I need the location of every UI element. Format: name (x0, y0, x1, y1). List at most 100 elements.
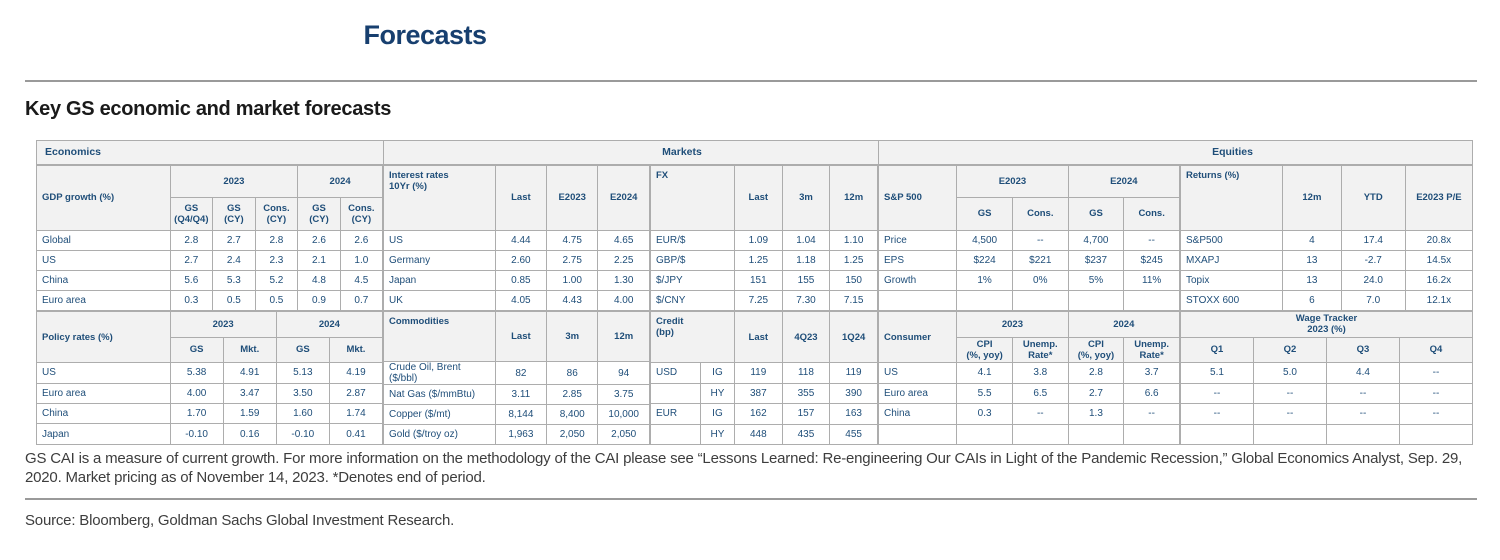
policy-row-label: Euro area (36, 382, 171, 405)
wage-tracker-table: Wage Tracker 2023 (%) Q1 Q2 Q3 Q4 5.1 5.0 4.4 --… (1180, 311, 1473, 446)
credit-cell: 355 (781, 382, 831, 405)
wage-cell (1253, 423, 1327, 446)
gdp-row-label: China (36, 270, 171, 291)
credit-header: Last (733, 310, 783, 364)
policy-header: Mkt. (222, 336, 277, 364)
commodities-cell: 94 (597, 361, 650, 385)
policy-cell: 5.13 (275, 362, 330, 384)
credit-row-label (650, 423, 701, 445)
fx-cell: 7.25 (734, 290, 783, 311)
credit-cell: IG (699, 362, 735, 384)
credit-cell: 119 (733, 362, 783, 384)
returns-row-label: Topix (1179, 270, 1284, 291)
gdp-cell: 0.7 (339, 290, 384, 311)
returns-cell: 13 (1282, 250, 1342, 271)
policy-cell: 3.50 (275, 382, 330, 405)
returns-cell: 7.0 (1340, 290, 1406, 311)
policy-cell: 1.70 (169, 403, 224, 425)
fx-header: 3m (781, 165, 831, 231)
rates10-cell: 4.75 (546, 230, 599, 251)
commodities-cell: 2,050 (546, 424, 599, 445)
returns-header: E2023 P/E (1404, 165, 1474, 231)
commodities-cell: 3.11 (494, 384, 548, 405)
fx-row-label: $/JPY (650, 270, 735, 291)
policy-header: GS (275, 336, 330, 364)
returns-cell: 4 (1282, 230, 1342, 251)
spx-cell: $237 (1067, 250, 1125, 271)
consumer-header: CPI (%, yoy) (1067, 336, 1125, 364)
footnote: GS CAI is a measure of current growth. F… (25, 450, 1463, 487)
wage-cell: -- (1253, 382, 1327, 405)
credit-cell: 455 (829, 423, 878, 445)
gdp-header: GS (CY) (212, 197, 256, 231)
returns-cell: 14.5x (1404, 250, 1474, 271)
consumer-row-label: China (877, 403, 958, 425)
commodities-cell: 3.75 (597, 384, 650, 405)
fx-cell: 7.30 (781, 290, 831, 311)
consumer-cell (956, 423, 1013, 446)
commodities-cell: 82 (494, 361, 548, 385)
fx-cell: 150 (829, 270, 878, 291)
rates10-header: E2024 (597, 165, 650, 231)
gdp-row-label: Euro area (36, 290, 171, 311)
fx-cell: 1.10 (829, 230, 878, 251)
commodities-cell: 86 (546, 361, 599, 385)
credit-row-label: USD (650, 362, 701, 384)
consumer-cell: -- (1011, 403, 1069, 425)
wage-cell: 5.1 (1180, 362, 1254, 384)
spx-cell: $221 (1011, 250, 1069, 271)
gdp-cell: 2.6 (339, 230, 384, 251)
consumer-header: Consumer (877, 310, 958, 364)
fx-cell: 1.09 (734, 230, 783, 251)
policy-row-label: Japan (36, 423, 171, 445)
policy-cell: 4.00 (169, 382, 224, 405)
rates10-cell: 4.00 (597, 290, 650, 311)
commodities-cell: 2.85 (546, 384, 599, 405)
fx-header: 12m (829, 165, 878, 231)
consumer-cell: 6.5 (1011, 382, 1069, 405)
fx-cell: 155 (781, 270, 831, 291)
wage-cell: 5.0 (1253, 362, 1327, 384)
rates10-cell: 4.65 (597, 230, 650, 251)
consumer-cell: 4.1 (956, 362, 1013, 384)
spx-cell: 1% (956, 270, 1013, 291)
rates10-cell: 4.05 (494, 290, 548, 311)
spx-cell: $224 (956, 250, 1013, 271)
consumer-cell (1067, 423, 1125, 446)
returns-header: 12m (1282, 165, 1342, 231)
source-line: Source: Bloomberg, Goldman Sachs Global … (25, 512, 455, 529)
consumer-row-label: Euro area (877, 382, 958, 405)
consumer-cell: 0.3 (956, 403, 1013, 425)
credit-row-label (650, 382, 701, 405)
policy-header: 2024 (275, 311, 384, 338)
gdp-cell: 2.7 (169, 250, 214, 271)
policy-header: GS (169, 336, 224, 364)
policy-cell: 4.91 (222, 362, 277, 384)
consumer-cell (1011, 423, 1069, 446)
gdp-cell: 5.3 (212, 270, 256, 291)
credit-header: 4Q23 (781, 310, 831, 364)
wage-header: Q4 (1399, 336, 1473, 364)
policy-cell: -0.10 (169, 423, 224, 445)
rates10-cell: 2.25 (597, 250, 650, 271)
wage-header: Wage Tracker 2023 (%) (1180, 311, 1473, 338)
wage-cell: -- (1399, 403, 1473, 425)
wage-cell: -- (1326, 403, 1400, 425)
returns-row-label: STOXX 600 (1179, 290, 1284, 311)
consumer-header: 2023 (956, 311, 1069, 338)
fx-cell: 1.25 (829, 250, 878, 271)
band-economics: Economics (36, 140, 383, 165)
rates10-cell: 4.43 (546, 290, 599, 311)
wage-cell: -- (1399, 362, 1473, 384)
policy-cell: 3.47 (222, 382, 277, 405)
gdp-row-label: US (36, 250, 171, 271)
spx-header: E2024 (1067, 165, 1181, 198)
spx-cell: $245 (1123, 250, 1180, 271)
fx-header: FX (650, 165, 735, 231)
gdp-cell: 1.0 (339, 250, 384, 271)
rates10-cell: 2.75 (546, 250, 599, 271)
credit-cell: 390 (829, 382, 878, 405)
commodities-row-label: Nat Gas ($/mmBtu) (383, 384, 496, 405)
rates10-cell: 0.85 (494, 270, 548, 291)
gdp-header: GS (CY) (297, 197, 341, 231)
